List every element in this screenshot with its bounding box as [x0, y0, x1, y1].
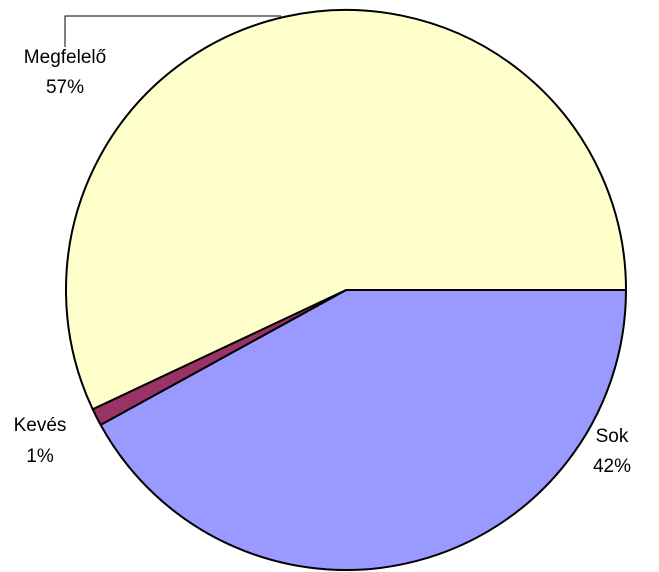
- pie-slices: [65, 9, 627, 571]
- pie-slice-sok: [99, 289, 627, 571]
- label-megfelelo-pct: 57%: [46, 77, 84, 98]
- label-sok-pct: 42%: [593, 456, 631, 477]
- pie-slice-megfelelo-: [65, 9, 627, 411]
- label-keves-name: Kevés: [14, 415, 67, 436]
- label-megfelelo-name: Megfelelő: [24, 47, 106, 68]
- label-keves-pct: 1%: [26, 446, 54, 467]
- label-sok-name: Sok: [596, 426, 629, 447]
- leader-line-megfelelo: [64, 15, 281, 47]
